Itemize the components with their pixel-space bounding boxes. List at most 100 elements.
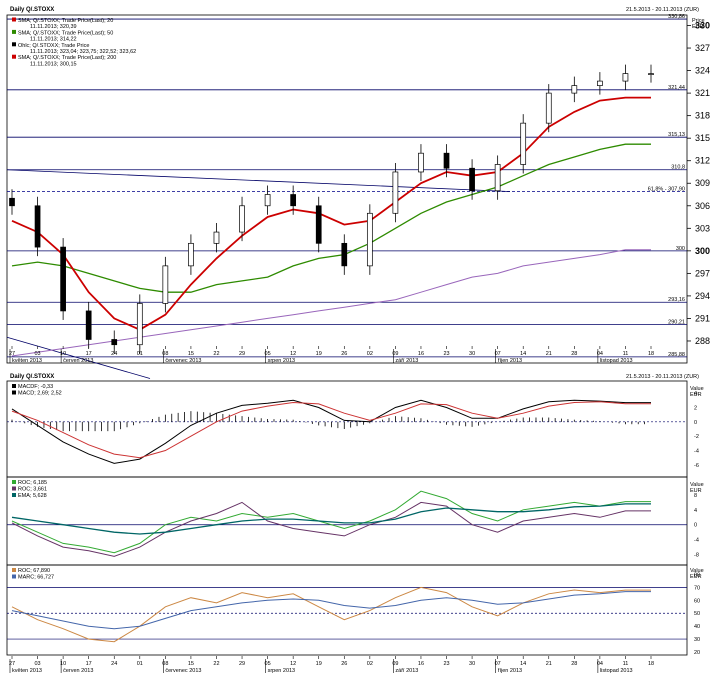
level-label: 293,16	[668, 297, 685, 303]
date-label: 04	[597, 351, 603, 357]
macd-tick-label: 2	[694, 406, 697, 412]
date-label: 02	[367, 351, 373, 357]
level-label: 285,88	[668, 352, 685, 358]
roc2-tick-label: 70	[694, 585, 700, 591]
legend-entry: MACD; 2,69; 2,52	[18, 391, 62, 397]
date-label: 11	[623, 351, 629, 357]
roc-tick-label: -8	[694, 553, 699, 559]
price-tick-label: 294	[695, 291, 710, 301]
month-label: květen 2013	[12, 358, 42, 364]
roc2-tick-label: 20	[694, 650, 700, 656]
date-label: 12	[290, 661, 296, 667]
candle-body	[34, 205, 41, 248]
month-label: srpen 2013	[268, 358, 296, 364]
sma20-line	[11, 96, 651, 331]
candle-body	[366, 212, 373, 267]
month-label: listopad 2013	[600, 668, 633, 674]
roc2-tick-label: 30	[694, 637, 700, 643]
date-label: 30	[469, 351, 475, 357]
price-tick-label: 330	[695, 21, 710, 31]
price-tick-label: 312	[695, 156, 710, 166]
macd-panel-title: Daily Q/.STOXX	[10, 374, 54, 380]
date-label: 27	[9, 351, 15, 357]
candle-body	[392, 171, 399, 214]
legend-entry: MARC; 66,727	[18, 575, 54, 581]
candle-body	[162, 265, 169, 304]
candle-body	[290, 194, 297, 207]
roc-tick-label: -4	[694, 538, 699, 544]
date-label: 04	[597, 661, 603, 667]
bottom-date-axis: 27 03 10 17 24 01 08 15 22 29 05 12 19 26 02 09 16 23 30 07…	[9, 656, 654, 674]
macd-tick-label: -4	[694, 449, 699, 455]
date-label: 10	[60, 351, 66, 357]
price-tick-label: 327	[695, 43, 710, 53]
roc2-axis-unit: EUR	[690, 574, 702, 580]
legend-swatch	[12, 574, 16, 579]
date-label: 19	[316, 351, 322, 357]
legend-swatch	[12, 480, 16, 484]
macd-line	[11, 399, 651, 464]
legend-swatch	[12, 17, 16, 22]
date-label: 14	[520, 351, 526, 357]
macd-tick-label: 4	[694, 391, 697, 397]
date-label: 05	[265, 661, 271, 667]
macd-panel-date-range: 21.5.2013 - 20.11.2013 (ZUR)	[626, 374, 699, 380]
roc-tick-label: 4	[694, 508, 697, 514]
month-label: říjen 2013	[498, 358, 522, 364]
date-label: 16	[418, 351, 424, 357]
date-label: 17	[86, 661, 92, 667]
legend-entry: EMA; 5,628	[18, 493, 47, 499]
macd-signal-line	[11, 401, 651, 459]
roc-series-line	[11, 503, 651, 535]
sma200-line	[11, 249, 651, 357]
candle-body	[622, 73, 629, 82]
month-label: červen 2013	[63, 358, 93, 364]
date-label: 22	[213, 661, 219, 667]
month-label: říjen 2013	[498, 668, 522, 674]
candle-body	[239, 205, 245, 233]
date-label: 07	[495, 351, 501, 357]
price-panel-frame	[6, 14, 688, 364]
level-label: 61,8% - 307,90	[648, 187, 685, 193]
roc2-panel: Value EUR 80 70 60 50 40 30 20 ROC; 67,890MARC…	[6, 564, 704, 656]
legend-entry: Ohlc; Q/.STOXX; Trade Price	[18, 43, 89, 49]
legend-swatch	[12, 29, 16, 34]
candle-body	[111, 339, 118, 346]
date-label: 11	[623, 661, 629, 667]
date-label: 17	[86, 351, 92, 357]
roc-tick-label: 0	[694, 523, 697, 529]
roc2-series-line	[11, 591, 651, 630]
candle-body	[469, 167, 475, 192]
price-tick-label: 321	[695, 88, 710, 98]
candle-body	[213, 231, 220, 244]
date-label: 05	[265, 351, 271, 357]
legend-swatch	[12, 390, 16, 395]
legend-entry: SMA; Q/.STOXX; Trade Price(Last); 50	[18, 30, 113, 36]
sma50-line	[11, 143, 651, 293]
price-tick-label: 306	[695, 201, 710, 211]
candle-body	[9, 197, 15, 207]
date-label: 21	[546, 351, 552, 357]
price-tick-label: 297	[695, 268, 710, 278]
month-label: červen 2013	[63, 668, 93, 674]
price-date-axis: 27 03 10 17 24 01 08 15 22 29 05 12 19 26 02 09 16 23 30 07…	[9, 346, 654, 364]
candle-body	[545, 92, 552, 124]
date-label: 23	[443, 661, 449, 667]
price-tick-label: 288	[695, 336, 710, 346]
macd-tick-label: 0	[694, 420, 697, 426]
month-label: září 2013	[395, 358, 418, 364]
legend-entry: ROC; 6,185	[18, 480, 47, 486]
candle-body	[341, 242, 348, 267]
legend-entry: 11.11.2013; 300,15	[30, 61, 77, 67]
date-label: 03	[34, 351, 40, 357]
candle-body	[571, 85, 578, 94]
date-label: 24	[111, 661, 117, 667]
date-label: 16	[418, 661, 424, 667]
legend-entry: ROC; 3,661	[18, 487, 47, 493]
candle-body	[597, 80, 603, 86]
trend-line	[6, 169, 511, 192]
date-label: 12	[290, 351, 296, 357]
candle-body	[520, 122, 527, 165]
candle-body	[494, 164, 501, 192]
